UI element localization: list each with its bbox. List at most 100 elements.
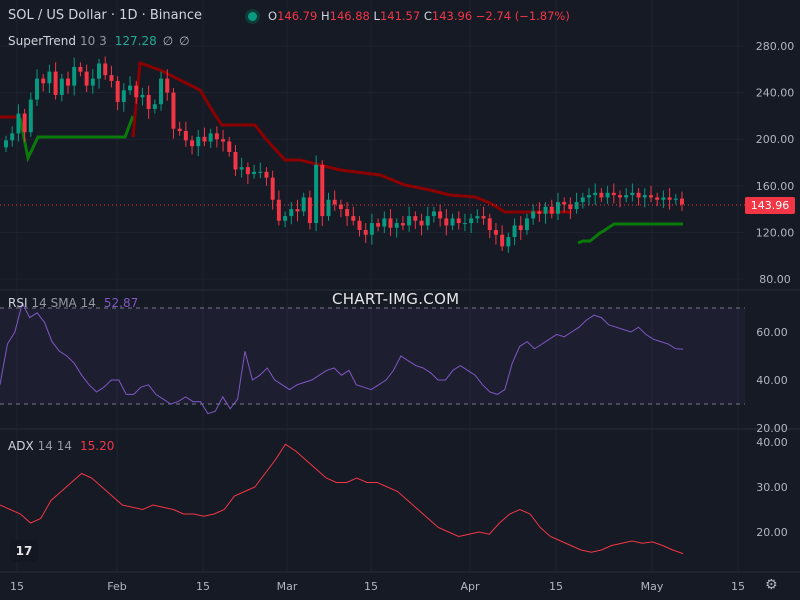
candle-body bbox=[444, 218, 449, 226]
candle-body bbox=[512, 225, 517, 238]
tradingview-logo-icon[interactable]: 17 bbox=[10, 540, 38, 562]
supertrend-hidden-icon-a: ∅ bbox=[162, 34, 174, 48]
price-tick-label: 80.00 bbox=[759, 273, 791, 286]
supertrend-legend[interactable]: SuperTrend 10 3 127.28 ∅ ∅ bbox=[8, 34, 190, 48]
watermark: CHART-IMG.COM bbox=[332, 290, 460, 308]
candle-body bbox=[53, 71, 58, 95]
candle-body bbox=[456, 218, 461, 224]
y-axis-labels: 280.00 240.00 200.00 160.00 120.00 80.00 60.00… bbox=[756, 40, 795, 539]
candle-body bbox=[152, 104, 157, 109]
price-tick-label: 160.00 bbox=[756, 180, 795, 193]
x-tick-label: 15 bbox=[10, 580, 24, 593]
x-tick-label: 15 bbox=[731, 580, 745, 593]
candle-body bbox=[239, 167, 244, 170]
candle-body bbox=[617, 195, 622, 198]
candle-body bbox=[134, 85, 139, 98]
candle-body bbox=[586, 195, 591, 198]
supertrend-up-line bbox=[18, 115, 135, 163]
candle-body bbox=[624, 195, 629, 198]
candle-body bbox=[115, 80, 120, 102]
candle-body bbox=[252, 171, 257, 175]
candle-body bbox=[648, 195, 653, 198]
supertrend-lines bbox=[0, 60, 683, 245]
candle-body bbox=[90, 78, 95, 86]
candle-body bbox=[425, 216, 430, 226]
candle-body bbox=[59, 78, 64, 95]
candle-body bbox=[320, 164, 325, 217]
candle-body bbox=[35, 78, 40, 100]
candle-body bbox=[345, 209, 350, 217]
candle-body bbox=[140, 94, 145, 98]
rsi-band-fill bbox=[0, 308, 745, 404]
gear-icon[interactable]: ⚙ bbox=[765, 577, 778, 593]
candle-body bbox=[214, 133, 219, 140]
candle-body bbox=[28, 99, 33, 133]
adx-tick-label: 20.00 bbox=[756, 526, 788, 539]
candle-body bbox=[636, 192, 641, 198]
candle-body bbox=[22, 113, 27, 133]
candle-body bbox=[562, 202, 567, 205]
open-value: 146.79 bbox=[277, 9, 318, 23]
candle-body bbox=[41, 78, 46, 84]
candle-body bbox=[394, 223, 399, 228]
rsi-legend[interactable]: RSI 14 SMA 14 52.87 bbox=[8, 296, 138, 310]
candle-body bbox=[673, 198, 678, 200]
x-tick-label: Apr bbox=[460, 580, 480, 593]
candle-body bbox=[493, 230, 498, 235]
last-price-label: 143.96 bbox=[745, 197, 795, 214]
candle-body bbox=[593, 192, 598, 196]
candle-body bbox=[574, 202, 579, 210]
rsi-pane bbox=[0, 301, 745, 415]
candle-body bbox=[10, 133, 15, 141]
candle-body bbox=[270, 177, 275, 200]
rsi-value: 52.87 bbox=[103, 296, 139, 310]
candle-body bbox=[462, 223, 467, 225]
candle-body bbox=[351, 216, 356, 221]
candle-body bbox=[84, 71, 89, 86]
high-value: 146.88 bbox=[329, 9, 370, 23]
adx-name: ADX bbox=[8, 439, 34, 453]
candle-body bbox=[103, 63, 108, 76]
candle-body bbox=[376, 223, 381, 227]
candle-body bbox=[487, 218, 492, 231]
rsi-tick-label: 60.00 bbox=[756, 326, 788, 339]
candle-body bbox=[655, 197, 660, 200]
price-tick-label: 120.00 bbox=[756, 226, 795, 239]
candle-body bbox=[177, 128, 182, 132]
adx-legend[interactable]: ADX 14 14 15.20 bbox=[8, 439, 114, 453]
candle-body bbox=[202, 136, 207, 142]
candle-body bbox=[407, 216, 412, 226]
candle-body bbox=[221, 139, 226, 142]
candle-body bbox=[264, 171, 269, 178]
candle-body bbox=[475, 216, 480, 219]
candle-body bbox=[537, 211, 542, 214]
symbol-title: SOL / US Dollar · 1D · Binance bbox=[8, 8, 202, 23]
candle-body bbox=[276, 199, 281, 221]
candle-body bbox=[78, 66, 83, 72]
candle-body bbox=[72, 66, 77, 86]
supertrend-value: 127.28 bbox=[114, 34, 157, 48]
adx-tick-label: 40.00 bbox=[756, 436, 788, 449]
candle-body bbox=[332, 199, 337, 205]
candle-body bbox=[283, 216, 288, 221]
candle-body bbox=[301, 197, 306, 212]
market-status-icon bbox=[245, 9, 260, 24]
candle-body bbox=[400, 223, 405, 226]
rsi-params: 14 SMA 14 bbox=[31, 296, 96, 310]
candlestick-series bbox=[4, 56, 684, 253]
close-label: C bbox=[423, 9, 432, 23]
candle-body bbox=[580, 197, 585, 203]
candle-body bbox=[388, 218, 393, 228]
candle-body bbox=[680, 198, 684, 205]
rsi-tick-label: 20.00 bbox=[756, 422, 788, 435]
candle-body bbox=[661, 197, 666, 200]
candle-body bbox=[481, 216, 486, 219]
supertrend-params: 10 3 bbox=[80, 34, 107, 48]
candle-body bbox=[605, 192, 610, 198]
candle-body bbox=[363, 230, 368, 235]
x-axis-labels: 15 Feb 15 Mar 15 Apr 15 May 15 bbox=[10, 580, 745, 593]
candle-body bbox=[159, 78, 164, 105]
candle-body bbox=[500, 234, 505, 247]
rsi-tick-label: 40.00 bbox=[756, 374, 788, 387]
